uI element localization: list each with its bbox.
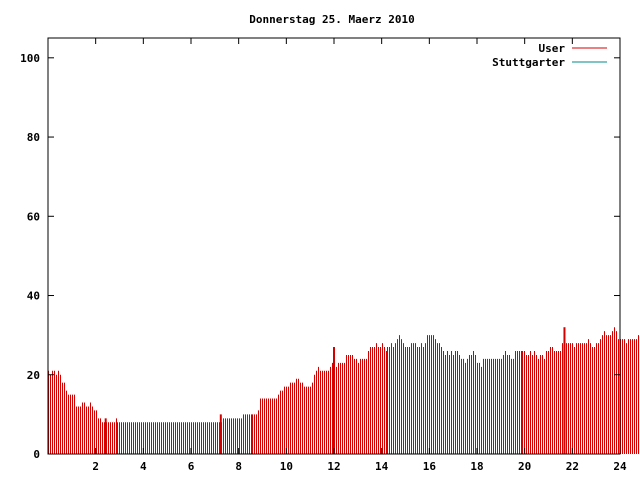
markers-layer	[104, 327, 566, 454]
y-tick-label: 20	[27, 369, 40, 382]
x-axis: 2 4 6 8 10 12 14 16 18 20 22 24	[92, 38, 627, 473]
legend: User Stuttgarter	[492, 42, 607, 69]
chart-title: Donnerstag 25. Maerz 2010	[249, 13, 415, 26]
legend-label-stuttgarter: Stuttgarter	[492, 56, 565, 69]
marker-bar	[563, 327, 566, 454]
x-tick-label: 2	[92, 460, 99, 473]
marker-bar	[104, 418, 107, 454]
y-axis: 0 20 40 60 80 100	[20, 52, 620, 461]
x-tick-label: 24	[613, 460, 627, 473]
marker-bar	[219, 414, 222, 454]
x-tick-label: 14	[375, 460, 389, 473]
bars-layer	[48, 327, 639, 454]
x-tick-label: 4	[140, 460, 147, 473]
y-tick-label: 60	[27, 210, 40, 223]
x-tick-label: 8	[235, 460, 242, 473]
y-tick-label: 80	[27, 131, 40, 144]
x-tick-label: 18	[470, 460, 483, 473]
y-tick-label: 40	[27, 290, 40, 303]
legend-label-user: User	[539, 42, 566, 55]
y-tick-label: 0	[33, 448, 40, 461]
marker-bar	[333, 347, 335, 454]
x-tick-label: 12	[327, 460, 340, 473]
x-tick-label: 16	[423, 460, 437, 473]
x-tick-label: 20	[518, 460, 531, 473]
x-tick-label: 6	[188, 460, 195, 473]
x-tick-label: 10	[280, 460, 293, 473]
x-tick-label: 22	[566, 460, 579, 473]
y-tick-label: 100	[20, 52, 40, 65]
